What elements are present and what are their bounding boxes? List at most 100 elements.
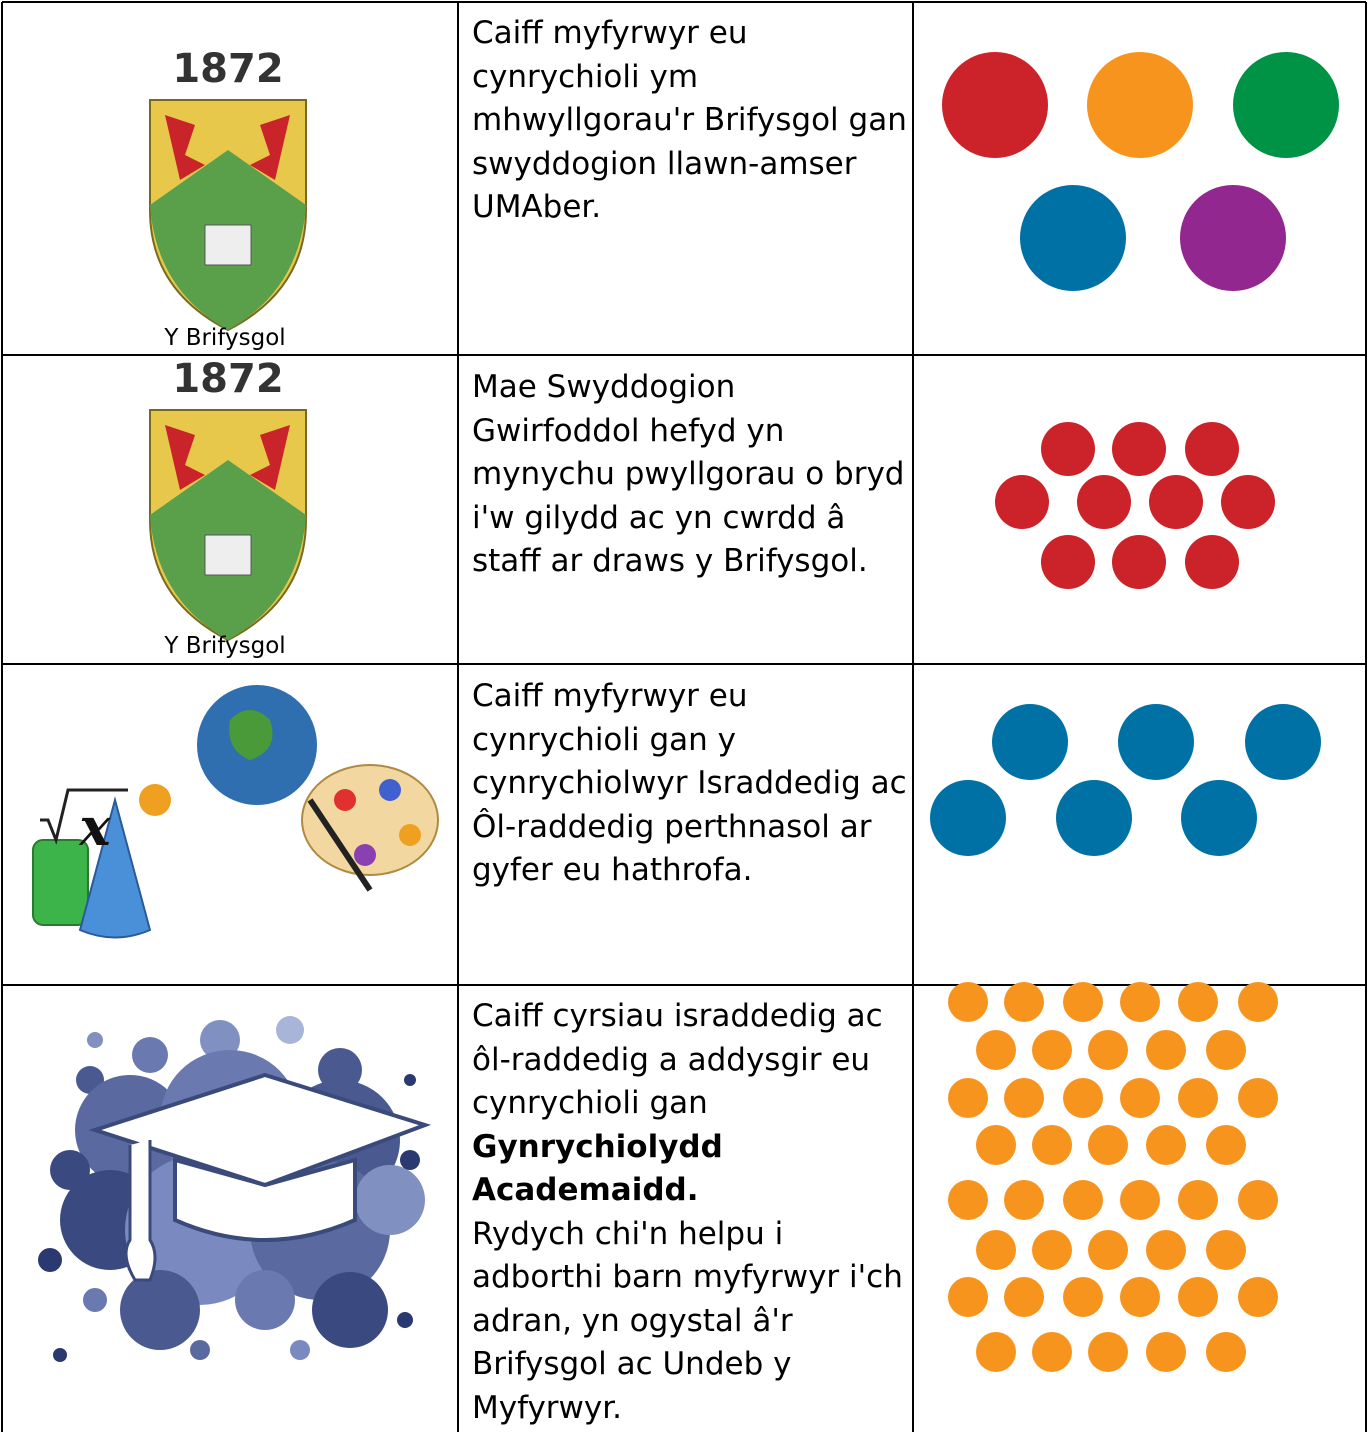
dot (1088, 1125, 1128, 1165)
brush (307, 798, 373, 892)
dragons (165, 425, 290, 490)
dot (1238, 1277, 1278, 1317)
dot (1063, 1277, 1103, 1317)
book (204, 224, 252, 266)
dot (1077, 475, 1131, 529)
dot (976, 1332, 1016, 1372)
dot (1087, 52, 1193, 158)
crest-year: 1872 (172, 356, 283, 402)
bold-text: Gynrychiolydd Academaidd. (472, 1128, 723, 1209)
dot (1206, 1230, 1246, 1270)
row-text: Mae Swyddogion Gwirfoddol hefyd yn mynyc… (472, 369, 905, 579)
dot (1120, 982, 1160, 1022)
dot (132, 1037, 168, 1073)
dot (235, 1270, 295, 1330)
crest: 1872 (149, 356, 307, 642)
caption: Y Brifysgol (164, 325, 286, 351)
dot (1004, 1078, 1044, 1118)
dot (1146, 1332, 1186, 1372)
paragraph: Caiff cyrsiau israddedig ac ôl-raddedig … (472, 998, 883, 1121)
dot (1238, 982, 1278, 1022)
dot (948, 1180, 988, 1220)
cone (78, 796, 152, 939)
subjects-icon: x (32, 685, 439, 939)
dot (1185, 535, 1239, 589)
dot (38, 1248, 62, 1272)
dot (1146, 1230, 1186, 1270)
dot (942, 52, 1048, 158)
book (204, 534, 252, 576)
dot (1178, 982, 1218, 1022)
dot (930, 780, 1006, 856)
dot (404, 1074, 416, 1086)
dot (1112, 535, 1166, 589)
dot (976, 1230, 1016, 1270)
dot (1233, 52, 1339, 158)
crest-year: 1872 (172, 46, 283, 92)
dot (355, 1165, 425, 1235)
dot (1063, 982, 1103, 1022)
dot (400, 1150, 420, 1170)
dot (1245, 704, 1321, 780)
dot (1146, 1030, 1186, 1070)
row-text: Caiff cyrsiau israddedig ac ôl-raddedig … (472, 995, 908, 1430)
dot (1088, 1030, 1128, 1070)
dot (1063, 1180, 1103, 1220)
dot (1088, 1332, 1128, 1372)
dot (976, 1030, 1016, 1070)
paint (379, 779, 401, 801)
dot (1032, 1332, 1072, 1372)
dot (290, 1340, 310, 1360)
node (139, 784, 171, 816)
dot (1181, 780, 1257, 856)
dot (87, 1032, 103, 1048)
paint (399, 824, 421, 846)
dot (1178, 1180, 1218, 1220)
dot (1088, 1230, 1128, 1270)
dot (992, 704, 1068, 780)
dot (120, 1270, 200, 1350)
root-sign (40, 788, 128, 845)
dot (1056, 780, 1132, 856)
dot (1206, 1125, 1246, 1165)
cap-base (173, 1157, 357, 1242)
dot (1238, 1078, 1278, 1118)
globe-land (229, 710, 273, 760)
math-symbol: x (78, 797, 111, 858)
dot (1032, 1230, 1072, 1270)
dot (53, 1348, 67, 1362)
dot (1063, 1078, 1103, 1118)
dot (1206, 1030, 1246, 1070)
dot (1178, 1277, 1218, 1317)
tassel (124, 1140, 157, 1282)
dot (276, 1016, 304, 1044)
dot (1206, 1332, 1246, 1372)
dot (1041, 535, 1095, 589)
caption: Y Brifysgol (164, 633, 286, 659)
dot (1185, 422, 1239, 476)
row-text: Caiff myfyrwyr eu cynrychioli gan y cynr… (472, 678, 907, 888)
dot (1118, 704, 1194, 780)
dot (1004, 1277, 1044, 1317)
palette (301, 764, 439, 876)
dot (50, 1150, 90, 1190)
dot (397, 1312, 413, 1328)
paint (354, 844, 376, 866)
dot (948, 982, 988, 1022)
dot (1020, 185, 1126, 291)
dot (1032, 1030, 1072, 1070)
dot (1238, 1180, 1278, 1220)
dot (312, 1272, 388, 1348)
dot (1032, 1125, 1072, 1165)
dot (1120, 1078, 1160, 1118)
dot (1180, 185, 1286, 291)
dot (1041, 422, 1095, 476)
dot (948, 1078, 988, 1118)
dot (948, 1277, 988, 1317)
dot (995, 475, 1049, 529)
dot (1120, 1277, 1160, 1317)
dot (1221, 475, 1275, 529)
dot (83, 1288, 107, 1312)
